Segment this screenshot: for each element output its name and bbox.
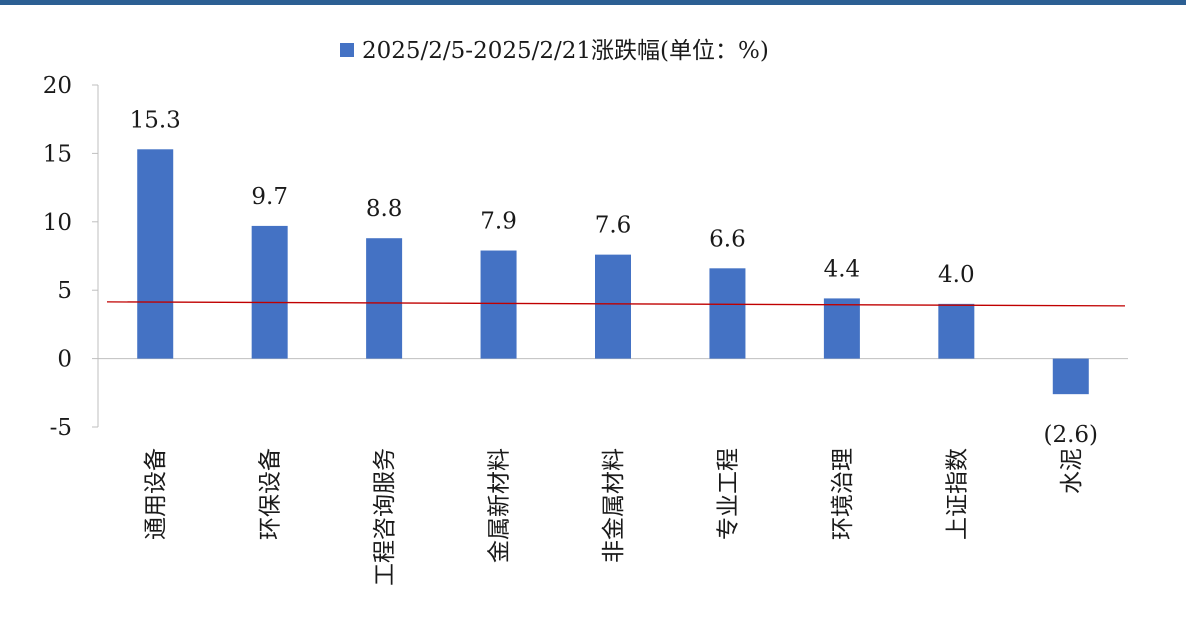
- data-label: 6.6: [709, 226, 746, 252]
- bar: [366, 238, 403, 359]
- bar-series: [137, 149, 1089, 395]
- data-label: (2.6): [1044, 422, 1099, 448]
- category-label: 水泥: [1059, 448, 1085, 494]
- chart-legend: 2025/2/5-2025/2/21涨跌幅(单位：%): [340, 38, 769, 64]
- y-axis: 20 15 10 5 0 -5: [43, 73, 99, 441]
- reference-line-group: [106, 301, 1126, 307]
- bar: [137, 149, 174, 359]
- bar: [251, 225, 288, 359]
- category-label: 环保设备: [258, 448, 284, 540]
- data-label: 7.6: [595, 213, 632, 239]
- y-tick-label: 5: [57, 278, 72, 304]
- y-tick-label: 15: [43, 141, 72, 167]
- legend-label: 2025/2/5-2025/2/21涨跌幅(单位：%): [362, 38, 769, 64]
- category-label: 上证指数: [944, 448, 970, 540]
- bar: [709, 268, 746, 359]
- data-label: 8.8: [366, 196, 403, 222]
- data-label: 15.3: [130, 107, 181, 133]
- category-labels: 通用设备 环保设备 工程咨询服务 金属新材料 非金属材料 专业工程 环境治理 上证指数 水泥: [143, 448, 1085, 586]
- y-tick-label: 20: [43, 73, 72, 99]
- y-tick-label: 0: [57, 347, 72, 373]
- data-label: 4.4: [824, 256, 861, 282]
- bar: [480, 250, 517, 359]
- header-bar: [0, 0, 1186, 5]
- category-label: 非金属材料: [601, 448, 627, 563]
- category-label: 专业工程: [715, 448, 741, 540]
- category-label: 环境治理: [830, 448, 856, 540]
- data-labels: 15.3 9.7 8.8 7.9 7.6 6.6 4.4 4.0 (2.6): [130, 107, 1098, 448]
- reference-line: [106, 301, 1126, 307]
- category-label: 通用设备: [143, 448, 169, 540]
- data-label: 9.7: [251, 184, 288, 210]
- y-tick-label: 10: [43, 210, 72, 236]
- legend-swatch: [340, 43, 354, 57]
- bar: [938, 303, 975, 359]
- category-label: 金属新材料: [487, 448, 513, 563]
- data-label: 4.0: [938, 262, 975, 288]
- data-label: 7.9: [480, 209, 517, 235]
- bar: [595, 254, 631, 359]
- bar: [1052, 358, 1089, 395]
- y-tick-label: -5: [50, 415, 72, 441]
- bar: [823, 298, 860, 359]
- category-label: 工程咨询服务: [372, 448, 398, 586]
